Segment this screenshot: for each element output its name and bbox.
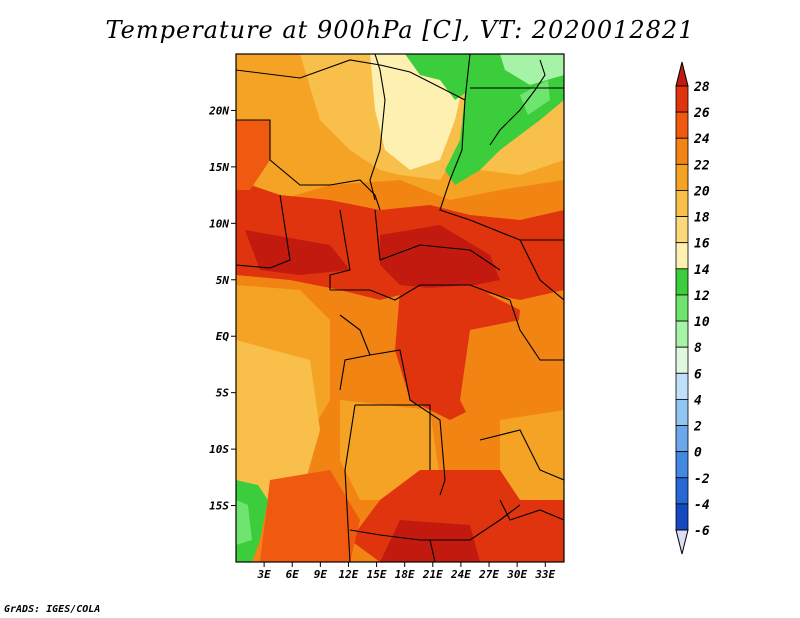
temperature-field [236,54,564,562]
y-tick-label: 10N [209,217,229,230]
map-frame [235,53,565,563]
colorbar-bin [675,399,689,426]
x-tick-label: 6E [286,568,300,581]
colorbar-label: 20 [693,184,710,199]
x-tick-label: 24E [450,568,471,581]
colorbar-label: 6 [694,367,702,382]
colorbar-label: -6 [694,524,710,539]
colorbar-label: 10 [694,315,710,330]
y-tick-label: 15S [209,500,229,513]
x-tick-label: 12E [339,568,359,581]
colorbar-bin [675,294,689,322]
colorbar-bin [675,242,689,270]
colorbar-label: 28 [693,80,710,95]
colorbar-bottom-arrow [675,529,689,555]
y-tick-label: 10S [209,443,229,456]
colorbar-label: 2 [693,420,702,435]
colorbar-label: 12 [694,289,710,304]
colorbar-bin [675,163,689,191]
colorbar-bin [675,503,689,531]
colorbar-label: 24 [693,132,710,147]
colorbar-label: 16 [694,237,710,252]
x-tick-label: 3E [256,568,271,581]
y-tick-label: 20N [208,104,229,117]
x-tick-label: 15E [367,568,387,581]
colorbar-label: 0 [694,446,702,461]
colorbar-bin [675,137,689,165]
colorbar-bin [675,111,689,139]
colorbar-label: -4 [694,498,710,513]
x-tick-label: 33E [534,568,555,581]
y-tick-label: EQ [216,330,230,343]
chart-title: Temperature at 900hPa [C], VT: 202001282… [105,16,695,44]
colorbar-bin [675,320,689,348]
colorbar-label: 8 [694,341,702,356]
x-tick-label: 27E [478,568,499,581]
colorbar-label: 14 [694,263,710,278]
colorbar-label: 4 [694,393,702,408]
colorbar-bin [675,190,689,217]
colorbar-bin [675,346,689,374]
y-tick-label: 15N [209,161,229,174]
grads-credit: GrADS: IGES/COLA [4,604,101,615]
x-tick-label: 30E [506,568,527,581]
y-tick-label: 5N [216,274,230,287]
colorbar-bin [675,451,689,479]
colorbar-bin [675,216,689,244]
colorbar-bin [675,477,689,505]
y-axis: 20N 15N 10N 5N EQ 5S 10S 15S [208,104,236,513]
colorbar-bin [675,425,689,453]
colorbar-bin [675,268,689,296]
colorbar-bin [675,85,689,113]
x-tick-label: 18E [395,568,415,581]
y-tick-label: 5S [216,387,230,400]
colorbar-label: 26 [693,106,710,121]
colorbar-label: 22 [693,158,710,173]
colorbar-label: 18 [694,211,710,226]
colorbar-bin [675,372,689,400]
x-tick-label: 21E [422,568,443,581]
country-borders [236,54,564,562]
x-tick-label: 9E [314,568,328,581]
x-axis: 3E 6E 9E 12E 15E 18E 21E 24E 27E 30E 33E [256,562,556,581]
colorbar-top-arrow [675,61,689,87]
colorbar-label: -2 [694,472,710,487]
